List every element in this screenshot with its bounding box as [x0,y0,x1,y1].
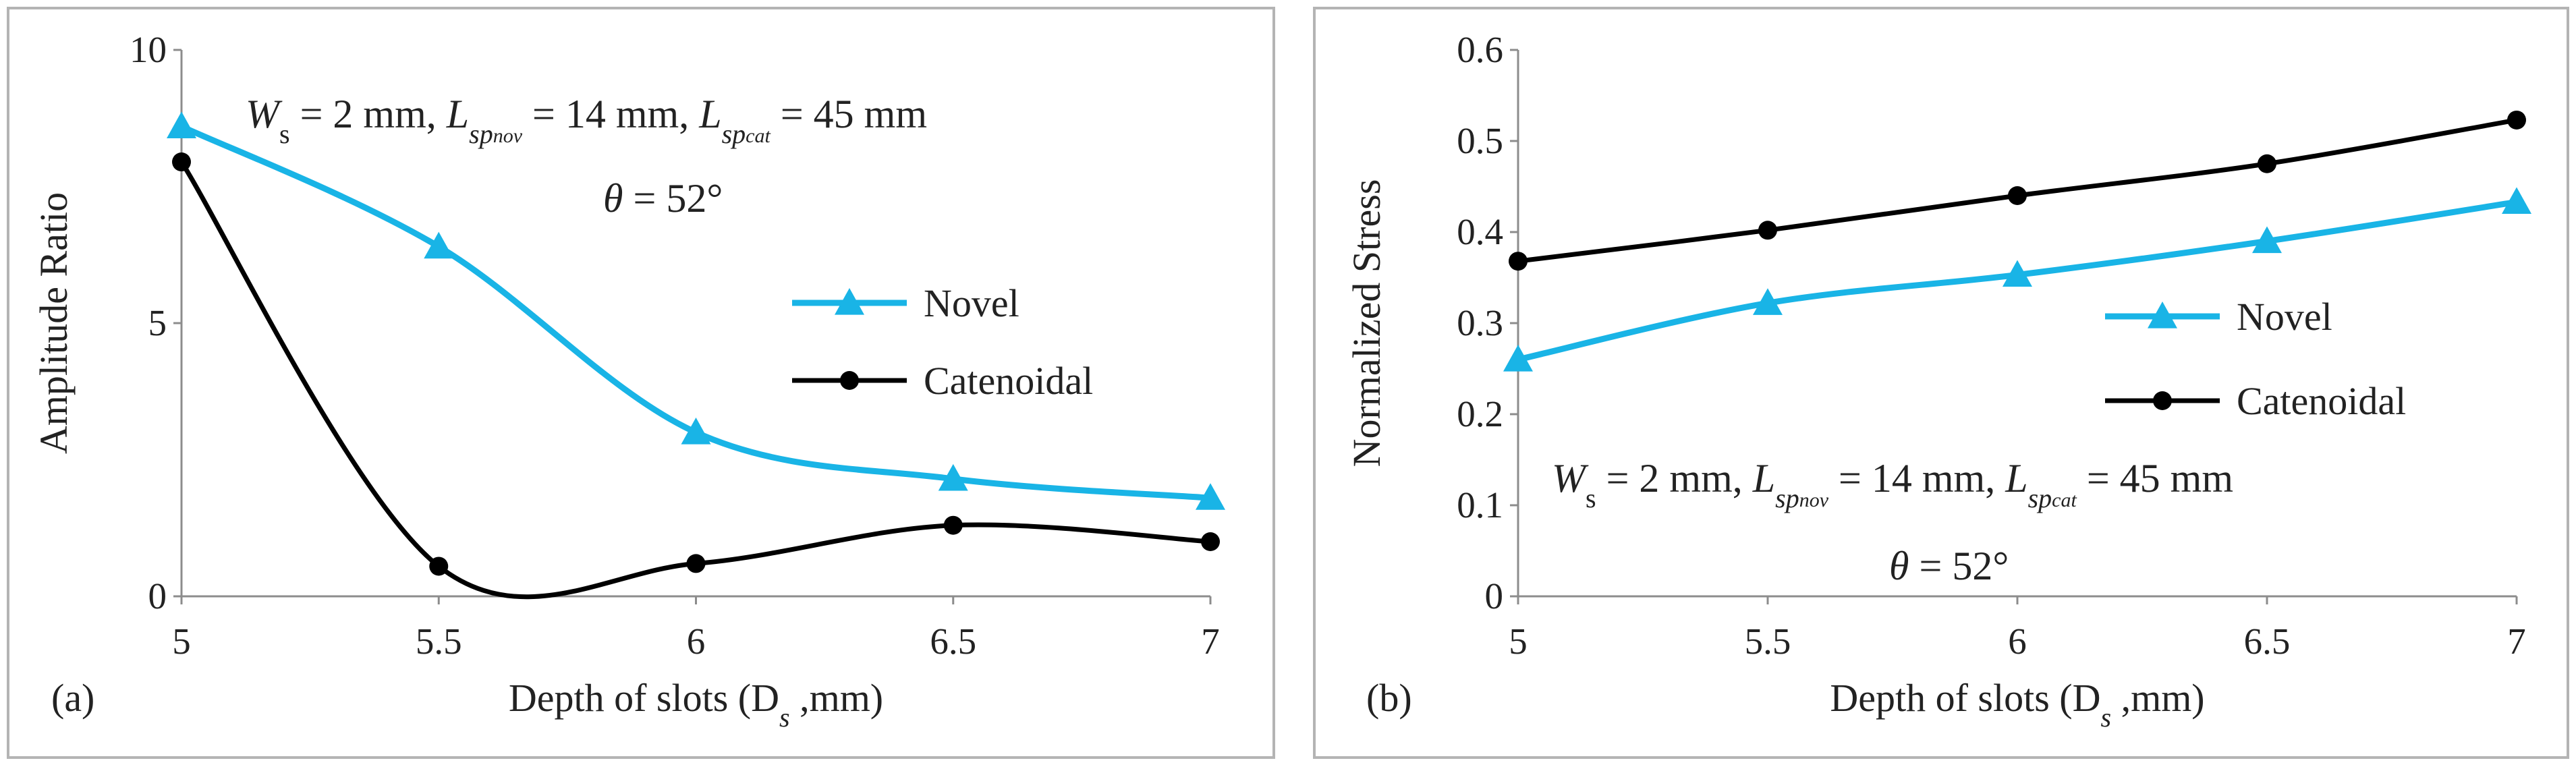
data-point-catenoidal [172,152,191,172]
y-tick-label: 5 [148,302,167,343]
y-tick-label: 0 [1485,575,1504,617]
x-axis-label: Depth of slots (Ds ,mm) [1830,676,2204,733]
amplitude-ratio-chart: Ws = 2 mm, Lspnov = 14 mm, Lspcat = 45 m… [32,29,1225,733]
data-point-novel [424,231,454,259]
y-tick-label: 10 [130,29,167,70]
annotation-parameters: Ws = 2 mm, Lspnov = 14 mm, Lspcat = 45 m… [246,92,927,149]
data-point-novel [2502,187,2531,215]
x-tick-label: 6 [687,621,706,662]
y-tick-label: 0.4 [1457,211,1503,252]
panel-label: (b) [1366,676,1412,720]
y-tick-label: 0.5 [1457,120,1503,161]
chart-panel-a: Ws = 2 mm, Lspnov = 14 mm, Lspcat = 45 m… [7,7,1275,759]
series-line-catenoidal [179,161,1211,600]
legend-label-novel: Novel [924,281,1019,325]
data-point-novel [1753,288,1783,315]
normalized-stress-chart: Ws = 2 mm, Lspnov = 14 mm, Lspcat = 45 m… [1345,29,2531,733]
x-axis-label-unit: ,mm) [2111,676,2205,720]
data-point-novel [681,418,711,445]
x-tick-label: 6.5 [2244,621,2291,662]
x-axis-label-unit: ,mm) [790,676,884,720]
data-point-catenoidal [686,554,706,573]
data-point-novel [167,111,196,138]
x-axis-label-text: Depth of slots (D [1830,676,2100,720]
y-tick-label: 0.6 [1457,29,1503,70]
data-point-novel [938,463,968,491]
annotation-angle: θ = 52° [603,176,723,221]
data-point-catenoidal [943,515,963,535]
y-axis-label: Amplitude Ratio [32,192,76,454]
x-axis-label-subscript: s [2101,702,2112,733]
data-point-catenoidal [429,557,449,576]
data-point-novel [1196,483,1225,510]
data-point-catenoidal [1509,252,1528,271]
chart-panel-b: Ws = 2 mm, Lspnov = 14 mm, Lspcat = 45 m… [1313,7,2569,759]
x-axis-label: Depth of slots (Ds ,mm) [509,676,883,733]
panel-label: (a) [51,676,94,720]
x-tick-label: 6 [2008,621,2027,662]
data-point-catenoidal [2507,110,2526,130]
data-point-novel [2003,260,2032,287]
x-tick-label: 7 [2507,621,2526,662]
y-tick-label: 0.1 [1457,484,1503,525]
legend-label-catenoidal: Catenoidal [924,359,1093,403]
x-tick-label: 7 [1201,621,1220,662]
x-axis-label-subscript: s [779,702,790,733]
legend-label-catenoidal: Catenoidal [2237,379,2406,423]
data-point-catenoidal [1201,532,1220,551]
x-tick-label: 5.5 [1745,621,1791,662]
y-tick-label: 0.3 [1457,302,1503,343]
x-axis-label-text: Depth of slots (D [509,676,779,720]
annotation-angle: θ = 52° [1889,544,2009,588]
y-axis-label: Normalized Stress [1345,179,1389,467]
legend-marker-novel [2148,302,2177,329]
x-tick-label: 6.5 [930,621,976,662]
legend-marker-catenoidal [840,371,859,390]
data-point-novel [1503,345,1533,372]
x-tick-label: 5.5 [416,621,462,662]
y-tick-label: 0 [148,575,167,617]
x-tick-label: 5 [1509,621,1528,662]
annotation-parameters: Ws = 2 mm, Lspnov = 14 mm, Lspcat = 45 m… [1552,456,2233,513]
legend-marker-novel [835,288,864,315]
data-point-catenoidal [2258,154,2276,173]
data-point-catenoidal [2008,186,2027,205]
legend-marker-catenoidal [2153,391,2172,410]
x-tick-label: 5 [172,621,191,662]
data-point-catenoidal [1758,221,1777,240]
data-point-novel [2252,226,2282,254]
y-tick-label: 0.2 [1457,393,1503,434]
legend-label-novel: Novel [2237,295,2332,339]
